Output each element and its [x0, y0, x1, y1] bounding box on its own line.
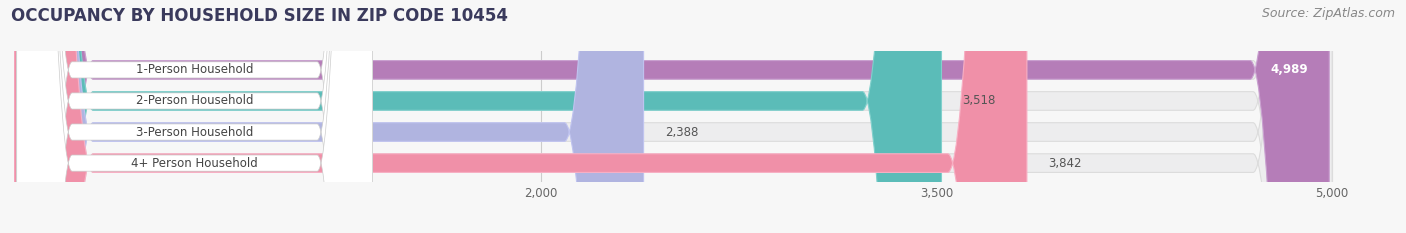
FancyBboxPatch shape: [14, 0, 1333, 233]
Text: 3,842: 3,842: [1047, 157, 1081, 170]
FancyBboxPatch shape: [14, 0, 644, 233]
FancyBboxPatch shape: [17, 0, 373, 233]
FancyBboxPatch shape: [17, 0, 373, 233]
Text: 3-Person Household: 3-Person Household: [136, 126, 253, 139]
FancyBboxPatch shape: [14, 0, 1329, 233]
Text: 1-Person Household: 1-Person Household: [136, 63, 253, 76]
Text: 2,388: 2,388: [665, 126, 697, 139]
Text: OCCUPANCY BY HOUSEHOLD SIZE IN ZIP CODE 10454: OCCUPANCY BY HOUSEHOLD SIZE IN ZIP CODE …: [11, 7, 508, 25]
Text: 3,518: 3,518: [963, 94, 995, 107]
FancyBboxPatch shape: [14, 0, 1333, 233]
FancyBboxPatch shape: [14, 0, 1333, 233]
FancyBboxPatch shape: [14, 0, 1333, 233]
Text: Source: ZipAtlas.com: Source: ZipAtlas.com: [1261, 7, 1395, 20]
FancyBboxPatch shape: [14, 0, 942, 233]
Text: 4,989: 4,989: [1271, 63, 1308, 76]
FancyBboxPatch shape: [17, 0, 373, 233]
FancyBboxPatch shape: [14, 0, 1026, 233]
Text: 4+ Person Household: 4+ Person Household: [131, 157, 259, 170]
Text: 2-Person Household: 2-Person Household: [136, 94, 253, 107]
FancyBboxPatch shape: [17, 0, 373, 233]
